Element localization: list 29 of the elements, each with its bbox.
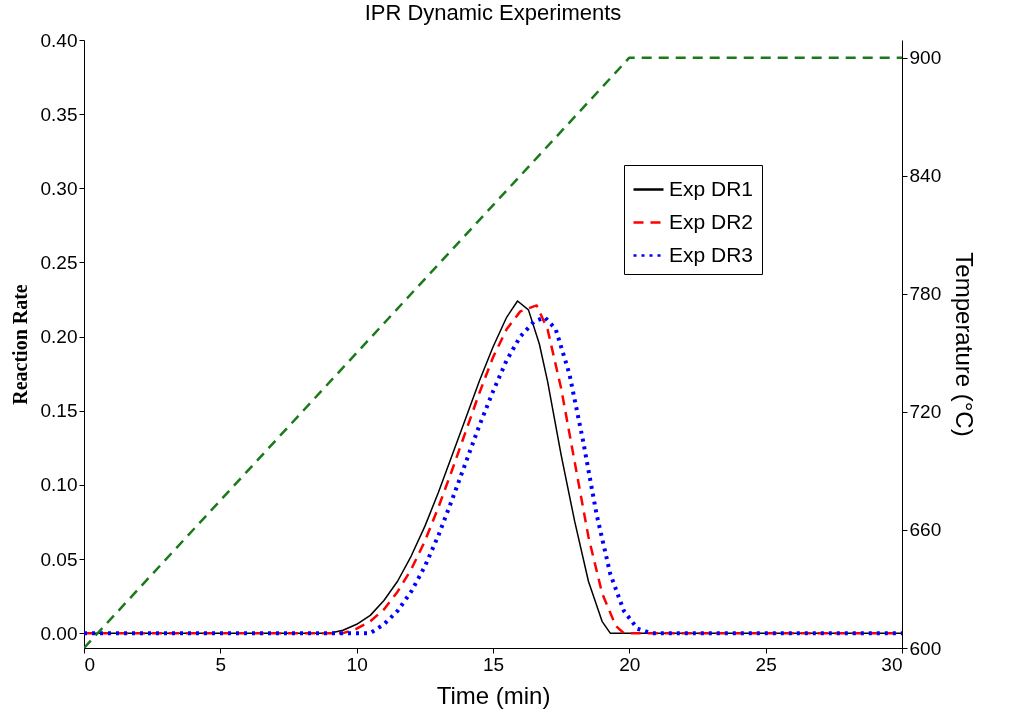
x-tick-label: 0 (84, 653, 96, 675)
y-tick-label: 0.35 (40, 103, 78, 125)
legend-label: Exp DR1 (669, 176, 754, 200)
x-axis-title: Time (min) (436, 681, 551, 709)
x-tick-label: 25 (755, 653, 777, 675)
chart-title: IPR Dynamic Experiments (364, 0, 622, 25)
y-tick-label: 0.05 (40, 548, 78, 570)
y-tick-label: 0.15 (40, 400, 78, 422)
x-tick-label: 10 (346, 653, 368, 675)
y2-tick-label: 780 (909, 283, 942, 305)
y-tick-label: 0.30 (40, 177, 78, 199)
x-tick-label: 15 (482, 653, 505, 675)
y-tick-label: 0.20 (40, 326, 78, 348)
legend-label: Exp DR2 (669, 209, 754, 233)
y-tick-label: 0.00 (40, 622, 78, 644)
y-tick-label: 0.10 (40, 474, 78, 496)
legend-label: Exp DR3 (669, 242, 754, 266)
y2-tick-label: 840 (909, 165, 942, 187)
y2-tick-label: 660 (909, 519, 942, 541)
x-tick-label: 5 (215, 653, 227, 675)
x-tick-label: 30 (881, 653, 903, 675)
y2-tick-label: 900 (909, 47, 942, 69)
y-tick-label: 0.25 (40, 251, 78, 273)
y2-tick-label: 720 (909, 401, 942, 423)
y-axis-title: Reaction Rate (8, 284, 31, 405)
y2-axis-title: Temperature (°C) (951, 252, 979, 437)
x-tick-label: 20 (619, 653, 641, 675)
y-tick-label: 0.40 (40, 29, 78, 51)
y2-tick-label: 600 (909, 637, 942, 659)
